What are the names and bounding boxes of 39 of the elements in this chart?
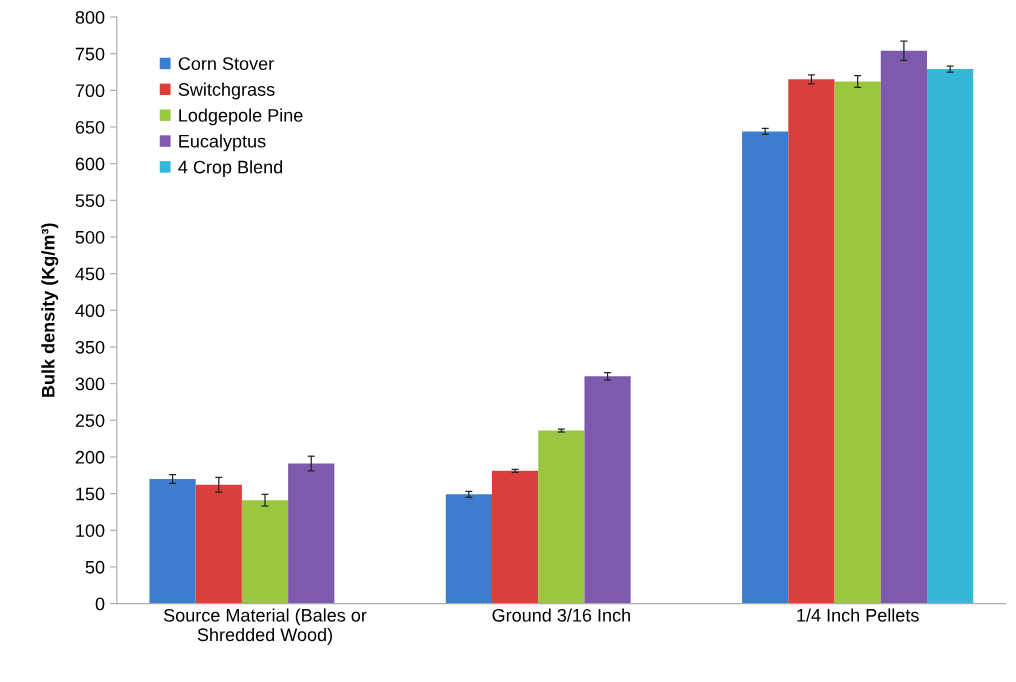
y-tick-label: 350 (75, 340, 105, 354)
bar (288, 463, 335, 604)
y-axis-title: Bulk density (Kg/m³) (41, 223, 59, 397)
x-tick-label: Ground 3/16 Inch (492, 608, 630, 622)
bar (195, 484, 242, 604)
y-tick-label: 200 (75, 450, 105, 464)
legend-label: 4 Crop Blend (178, 160, 283, 178)
bar (880, 50, 928, 604)
legend-label: Lodgepole Pine (179, 108, 303, 126)
y-tick-label: 150 (76, 487, 105, 501)
y-tick-label: 250 (75, 414, 105, 427)
y-tick-label: 600 (75, 157, 105, 171)
bar (788, 79, 835, 604)
y-tick-label: 450 (75, 267, 105, 281)
y-tick-label: 0 (95, 597, 105, 611)
legend-label: Eucalyptus (179, 134, 266, 152)
y-tick-label: 500 (75, 230, 105, 244)
y-tick-label: 400 (75, 304, 105, 318)
bar (742, 131, 789, 604)
y-tick-label: 300 (75, 377, 105, 391)
legend-label: Switchgrass (178, 82, 275, 100)
x-tick-label: Source Material (Bales or Shredded Wood) (163, 608, 367, 645)
y-tick-label: 650 (75, 120, 105, 134)
bar (445, 494, 492, 604)
y-tick-label: 750 (75, 47, 105, 61)
y-tick-label: 550 (75, 194, 105, 208)
bar (584, 376, 631, 604)
x-tick-label: 1/4 Inch Pellets (797, 608, 919, 622)
bar (834, 81, 881, 604)
bar (538, 430, 585, 604)
bar (149, 478, 196, 604)
bar (927, 69, 974, 604)
bar (492, 470, 539, 604)
legend-label: Corn Stover (178, 57, 274, 71)
y-tick-label: 100 (76, 524, 105, 537)
y-tick-label: 800 (75, 10, 105, 24)
y-tick-label: 700 (75, 84, 105, 98)
y-tick-label: 50 (85, 560, 105, 574)
bar (241, 500, 289, 604)
